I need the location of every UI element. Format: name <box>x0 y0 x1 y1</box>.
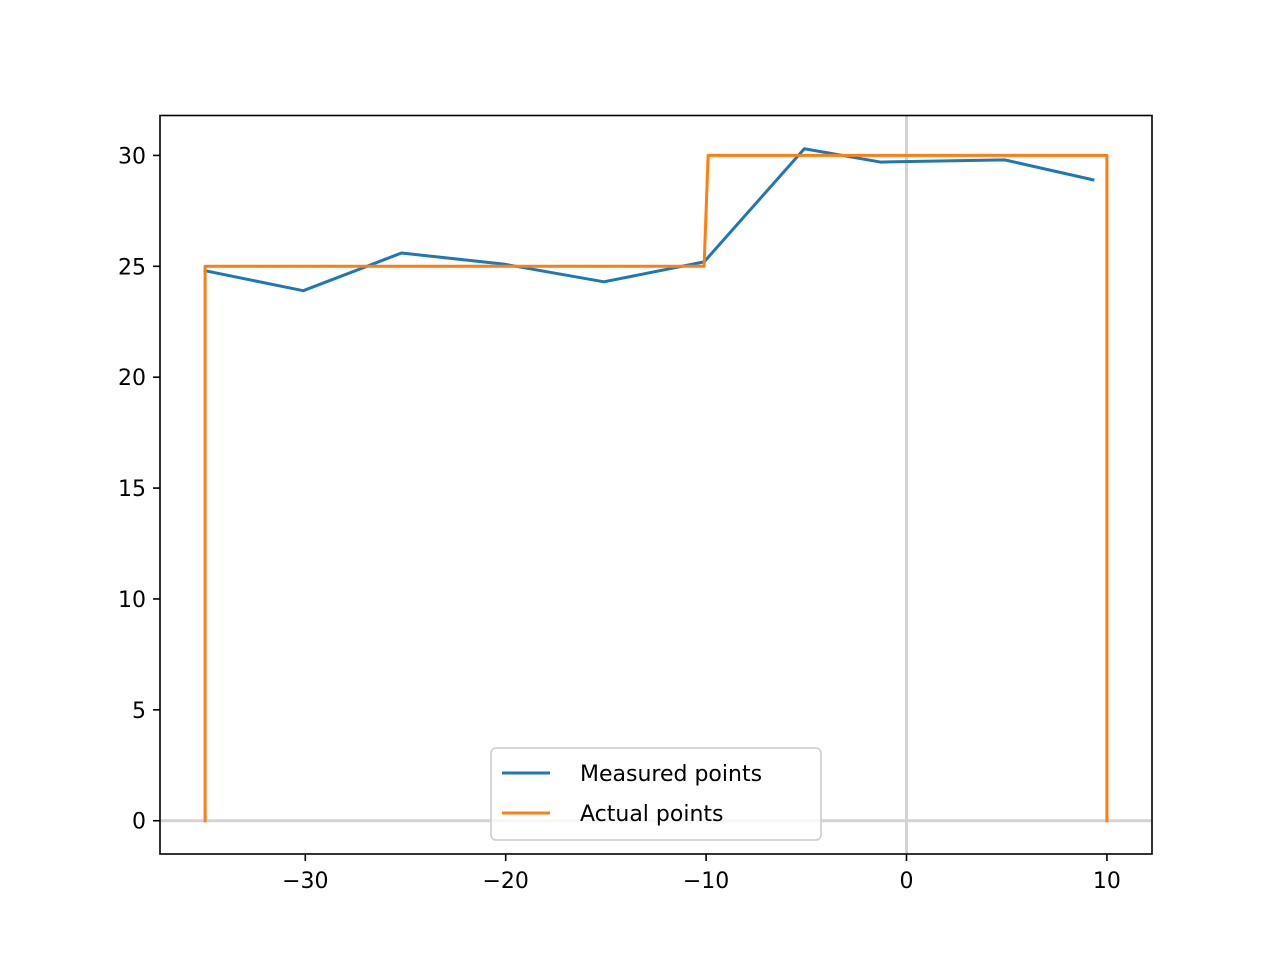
x-tick-label: −10 <box>683 869 729 894</box>
x-tick-label: −20 <box>482 869 528 894</box>
series-lines <box>203 147 1109 823</box>
legend-box <box>490 747 822 841</box>
y-tick-label: 10 <box>118 588 146 613</box>
y-tick-label: 5 <box>132 699 146 724</box>
series-line-actual-points <box>203 153 1109 823</box>
legend-label: Actual points <box>580 802 723 827</box>
series-line-measured-points <box>203 147 1095 293</box>
x-tick-label: 0 <box>900 869 914 894</box>
plot-frame <box>159 114 1153 855</box>
y-tick-label: 25 <box>118 255 146 280</box>
y-tick-label: 20 <box>118 366 146 391</box>
x-axis: −30 −20 −10 0 10 <box>282 854 1121 894</box>
y-axis: 0 5 10 15 20 25 30 <box>118 144 160 835</box>
legend-label: Measured points <box>580 762 762 787</box>
y-tick-label: 0 <box>132 810 146 835</box>
y-tick-label: 30 <box>118 144 146 169</box>
legend: Measured points Actual points <box>490 747 822 841</box>
x-tick-label: −30 <box>282 869 328 894</box>
x-tick-label: 10 <box>1093 869 1121 894</box>
y-tick-label: 15 <box>118 477 146 502</box>
